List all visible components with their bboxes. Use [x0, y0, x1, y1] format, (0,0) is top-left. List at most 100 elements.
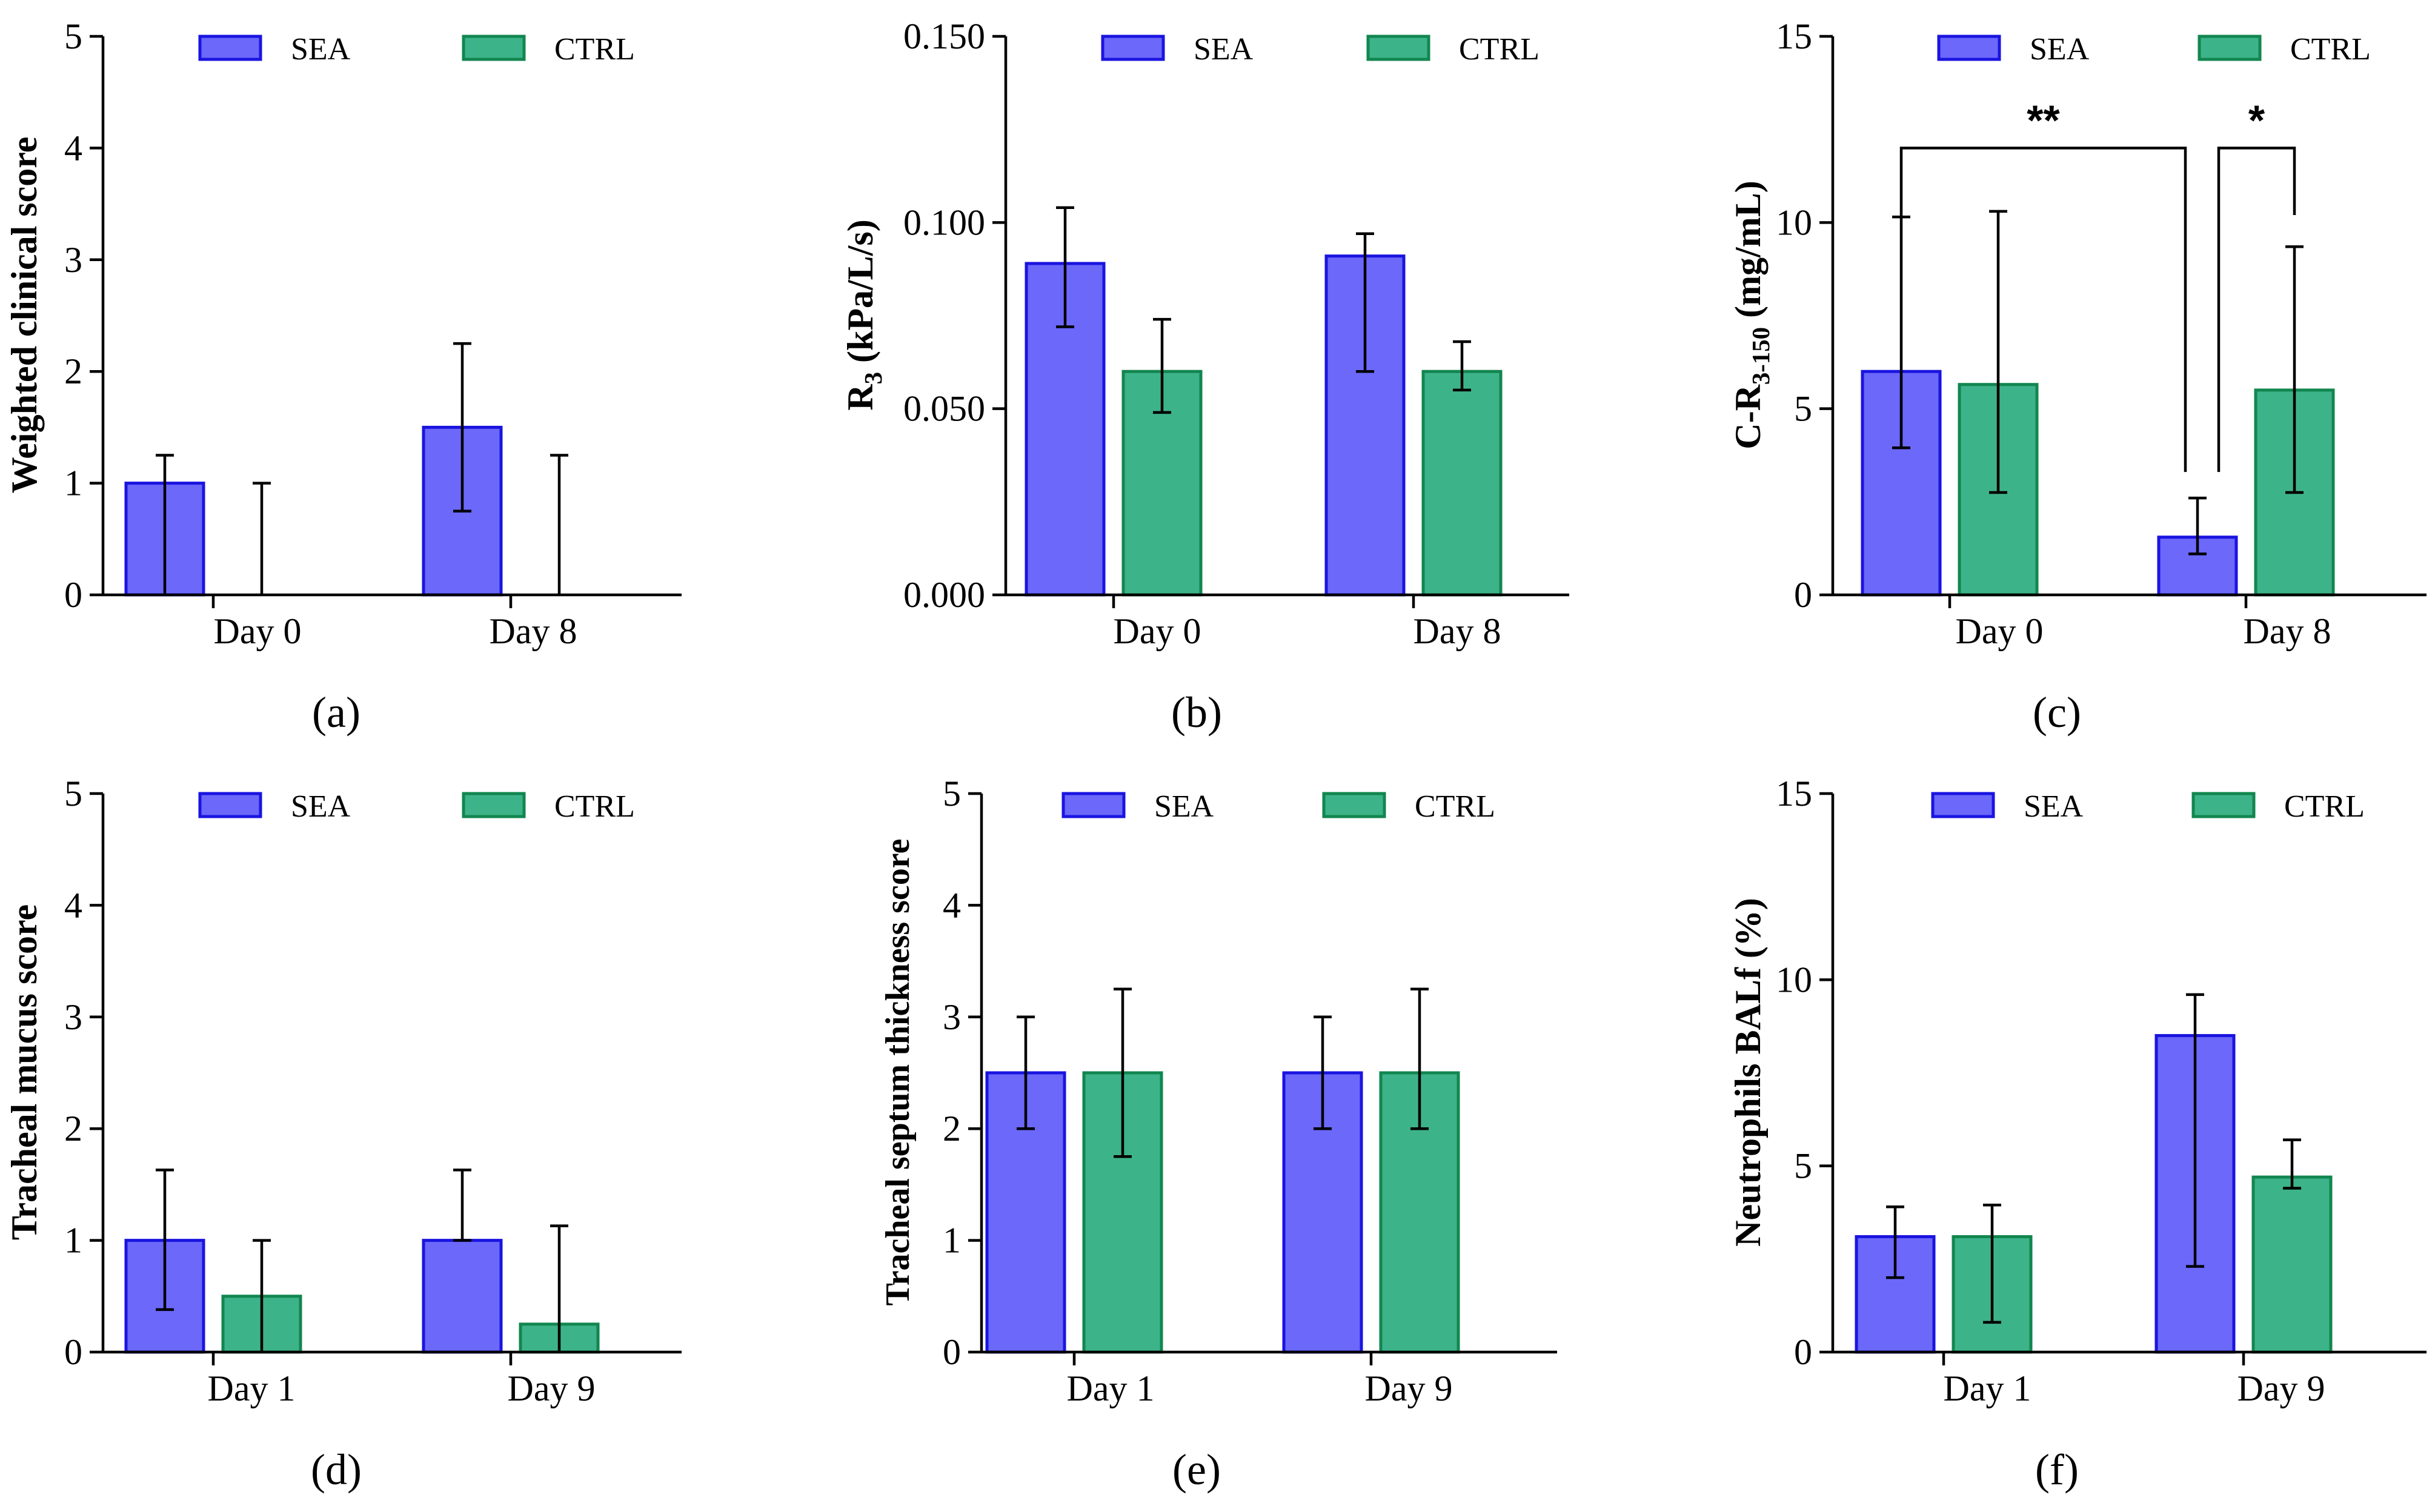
y-tick-label: 15 [1776, 16, 1812, 56]
significance-bracket [1899, 147, 2187, 472]
x-category-label: Day 8 [2244, 611, 2331, 651]
legend-label-ctrl: CTRL [2290, 32, 2371, 67]
legend-label-ctrl: CTRL [1415, 789, 1495, 824]
panel-label: (d) [311, 1445, 362, 1494]
y-axis-label: Weighted clinical score [4, 137, 44, 494]
y-axis-label: Neutrophils BALf (%) [1728, 898, 1768, 1247]
panel-c: 0 5 10 15 Day 0 Day 8 C-R3-150 (mg/mL) SEA CTRL (… [1728, 16, 2427, 737]
legend-label-sea: SEA [2030, 32, 2090, 67]
legend-swatch-ctrl [2191, 792, 2256, 818]
bar-ctrl-2 [2251, 1175, 2333, 1354]
y-tick-label: 2 [64, 1109, 82, 1149]
y-tick-label: 15 [1776, 774, 1812, 814]
y-tick-label: 2 [64, 351, 82, 391]
legend-swatch-sea [1937, 35, 2001, 61]
y-axis-label-text: Tracheal septum thickness score [879, 839, 917, 1306]
y-tick-label: 10 [1776, 202, 1812, 242]
legend-label-ctrl: CTRL [554, 789, 635, 824]
legend-swatch-sea [1101, 35, 1165, 61]
y-tick-label: 0 [1794, 1332, 1812, 1372]
x-category-label: Day 8 [490, 611, 577, 651]
y-axis-label: R3 (kPa/L/s) [840, 219, 887, 410]
significance-label: * [2248, 96, 2265, 144]
y-tick-label: 0 [1794, 575, 1812, 615]
y-axis-label-text: Tracheal mucus score [4, 904, 44, 1240]
x-category-label: Day 0 [1114, 611, 1201, 651]
y-tick-label: 4 [943, 885, 961, 925]
legend-label-ctrl: CTRL [2284, 789, 2365, 824]
y-tick-label: 5 [1794, 1146, 1812, 1186]
panel-e: 0 1 2 3 4 5 Day 1 Day 9 Tracheal septum thicknes… [879, 774, 1557, 1494]
legend-swatch-sea [1061, 792, 1126, 818]
y-tick-label: 3 [943, 997, 961, 1037]
x-category-label: Day 9 [1365, 1368, 1453, 1408]
y-tick-label: 5 [64, 16, 82, 56]
y-tick-label: 3 [64, 997, 82, 1037]
legend-label-ctrl: CTRL [554, 32, 635, 67]
panel-d: 0 1 2 3 4 5 Day 1 Day 9 Tracheal mucus score SEA C… [4, 774, 682, 1494]
legend-swatch-ctrl [2197, 35, 2262, 61]
legend-swatch-ctrl [1322, 792, 1386, 818]
bar-sea-2 [422, 1239, 503, 1354]
y-tick-label: 2 [943, 1109, 961, 1149]
y-axis-label-subscript: 3-150 [1747, 327, 1775, 385]
y-axis-label: Tracheal septum thickness score [879, 839, 917, 1306]
y-tick-label: 1 [943, 1221, 961, 1261]
legend-label-sea: SEA [2024, 789, 2084, 824]
panel-label: (f) [2035, 1445, 2079, 1494]
x-category-label: Day 1 [1944, 1368, 2031, 1408]
panel-label: (b) [1171, 688, 1222, 737]
panel-label: (c) [2033, 688, 2081, 737]
legend-label-sea: SEA [291, 789, 351, 824]
legend-swatch-ctrl [462, 792, 526, 818]
panel-b: 0.000 0.050 0.100 0.150 Day 0 Day 8 R3 (kPa/L/… [840, 16, 1569, 737]
x-category-label: Day 9 [2237, 1368, 2325, 1408]
y-tick-label: 5 [1794, 389, 1812, 429]
y-tick-label: 10 [1776, 960, 1812, 1000]
y-tick-label: 0.000 [903, 575, 985, 615]
y-tick-label: 5 [943, 774, 961, 814]
y-tick-label: 3 [64, 240, 82, 280]
legend-swatch-sea [198, 792, 262, 818]
x-category-label: Day 9 [508, 1368, 596, 1408]
y-tick-label: 4 [64, 128, 82, 168]
panel-a: 0 1 2 3 4 5 Day 0 Day 8 Weighted clinical score S… [4, 16, 682, 737]
legend-swatch-sea [1931, 792, 1995, 818]
x-category-label: Day 1 [1067, 1368, 1155, 1408]
y-tick-label: 0.150 [903, 16, 985, 56]
y-tick-label: 0 [64, 575, 82, 615]
y-axis-label-text: (kPa/L/s) [840, 219, 880, 372]
legend-swatch-sea [198, 35, 262, 61]
x-category-label: Day 8 [1413, 611, 1501, 651]
y-tick-label: 1 [64, 1221, 82, 1261]
panel-label: (a) [312, 688, 360, 737]
x-category-label: Day 1 [208, 1368, 296, 1408]
y-tick-label: 4 [64, 885, 82, 925]
y-tick-label: 0.100 [903, 202, 985, 242]
legend-label-sea: SEA [1194, 32, 1254, 67]
significance-bracket [2217, 147, 2296, 472]
y-axis-label-text: C-R [1728, 384, 1768, 449]
y-axis-label-text: R [840, 384, 880, 411]
legend-label-sea: SEA [291, 32, 351, 67]
y-tick-label: 5 [64, 774, 82, 814]
y-axis-label-subscript: 3 [860, 372, 887, 384]
bar-ctrl-2 [1421, 370, 1503, 597]
legend-label-sea: SEA [1154, 789, 1214, 824]
legend-swatch-ctrl [462, 35, 526, 61]
legend-swatch-ctrl [1366, 35, 1430, 61]
y-axis-label-text: Neutrophils BALf (%) [1728, 898, 1768, 1247]
significance-label: ** [2027, 96, 2060, 144]
y-axis-label: C-R3-150 (mg/mL) [1728, 181, 1775, 449]
x-category-label: Day 0 [1956, 611, 2044, 651]
y-tick-label: 0.050 [903, 389, 985, 429]
y-tick-label: 1 [64, 463, 82, 503]
panel-label: (e) [1172, 1445, 1221, 1494]
y-axis-label: Tracheal mucus score [4, 904, 44, 1240]
y-tick-label: 0 [943, 1332, 961, 1372]
x-category-label: Day 0 [214, 611, 302, 651]
y-axis-label-text: Weighted clinical score [4, 137, 44, 494]
panel-f: 0 5 10 15 Day 1 Day 9 Neutrophils BALf (%) SEA C… [1728, 774, 2427, 1494]
y-tick-label: 0 [64, 1332, 82, 1372]
